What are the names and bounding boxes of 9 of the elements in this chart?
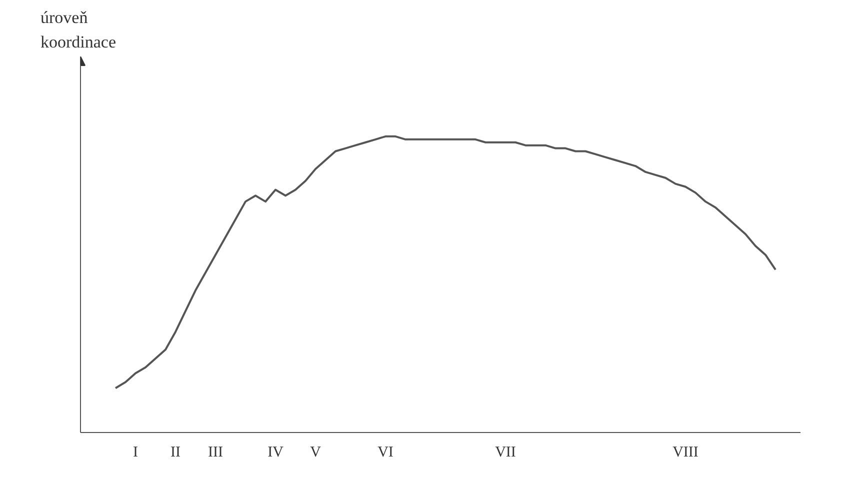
x-tick-label: VI xyxy=(378,444,394,460)
x-tick-label: III xyxy=(208,444,224,460)
x-tick-label: I xyxy=(133,444,138,460)
x-tick-label: VII xyxy=(495,444,516,460)
x-tick-label: V xyxy=(310,444,322,460)
x-tick-label: VIII xyxy=(672,444,698,460)
x-tick-label: IV xyxy=(268,444,284,460)
x-tick-label: II xyxy=(170,444,181,460)
y-axis-title: úroveň koordinace xyxy=(40,8,116,52)
